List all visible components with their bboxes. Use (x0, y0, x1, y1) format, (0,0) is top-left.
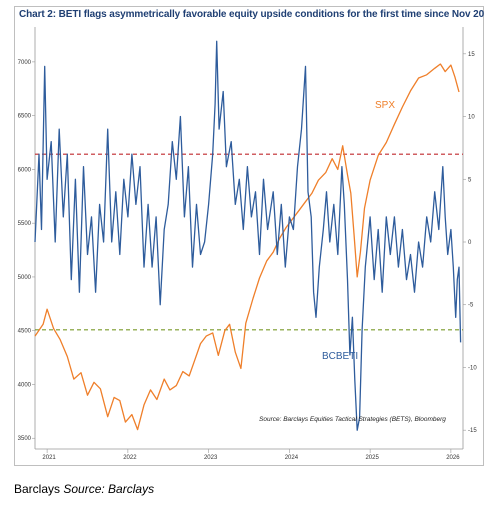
chart-title: Chart 2: BETI flags asymmetrically favor… (19, 9, 485, 20)
left-tick-label: 5000 (18, 275, 32, 281)
chart-frame: Chart 2: BETI flags asymmetrically favor… (14, 6, 484, 466)
x-tick-label: 2022 (123, 455, 137, 461)
left-tick-label: 6500 (18, 114, 32, 120)
bcbeti-series-line (34, 40, 462, 431)
caption-source: Source: Barclays (63, 482, 155, 496)
x-tick-label: 2021 (42, 455, 56, 461)
x-tick-label: 2024 (285, 455, 299, 461)
right-tick-label: -5 (468, 303, 474, 309)
left-tick-label: 4500 (18, 329, 32, 335)
right-tick-label: 15 (468, 52, 475, 58)
x-tick-label: 2026 (446, 455, 460, 461)
chart-source-note: Source: Barclays Equities Tactical Strat… (259, 416, 446, 423)
right-tick-label: -10 (468, 365, 477, 371)
spx-series-line (34, 63, 460, 431)
chart-svg: 3500 4000 4500 5000 5500 6000 6500 7000 15 10 5 0 -5… (18, 27, 477, 461)
right-tick-label: 5 (468, 177, 472, 183)
spx-series-label: SPX (375, 100, 395, 111)
left-tick-label: 7000 (18, 60, 32, 66)
left-tick-label: 4000 (18, 382, 32, 388)
right-tick-label: -15 (468, 428, 477, 434)
caption-prefix: Barclays (14, 482, 61, 496)
left-tick-label: 3500 (18, 436, 32, 442)
left-tick-label: 6000 (18, 167, 32, 173)
left-tick-label: 5500 (18, 221, 32, 227)
right-tick-label: 0 (468, 240, 472, 246)
x-tick-label: 2023 (204, 455, 218, 461)
bcbeti-series-label: BCBETI (322, 351, 358, 362)
x-tick-label: 2025 (365, 455, 379, 461)
right-tick-label: 10 (468, 115, 475, 121)
figure-caption: Barclays Source: Barclays (14, 482, 154, 496)
